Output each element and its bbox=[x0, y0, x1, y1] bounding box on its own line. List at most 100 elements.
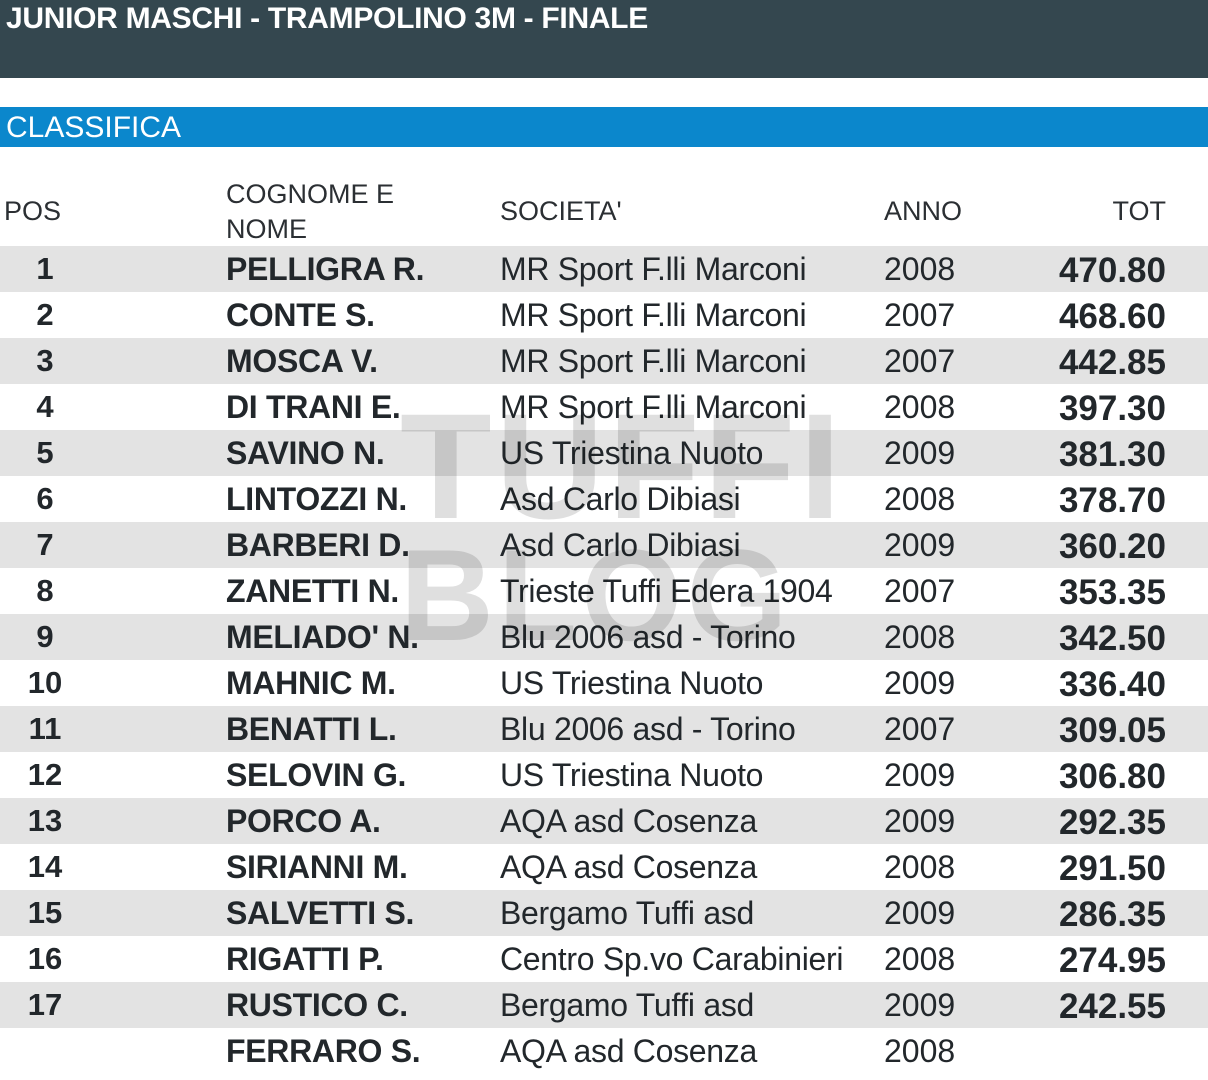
societa-cell: US Triestina Nuoto bbox=[500, 435, 764, 471]
column-header-name-line1: COGNOME E bbox=[226, 179, 395, 209]
page-title: JUNIOR MASCHI - TRAMPOLINO 3M - FINALE bbox=[6, 2, 648, 35]
table-row: 8 ZANETTI N. Trieste Tuffi Edera 1904 2007 3… bbox=[0, 568, 1208, 614]
anno-cell: 2009 bbox=[884, 527, 956, 563]
table-row: 11 BENATTI L. Blu 2006 asd - Torino 2007 309… bbox=[0, 706, 1208, 752]
tot-cell: 342.50 bbox=[1058, 619, 1166, 658]
societa-cell: MR Sport F.lli Marconi bbox=[500, 389, 807, 425]
column-header-anno: ANNO bbox=[884, 196, 963, 226]
tot-cell: 336.40 bbox=[1058, 665, 1166, 704]
tot-cell: 381.30 bbox=[1058, 435, 1166, 474]
table-row: 7 BARBERI D. Asd Carlo Dibiasi 2009 360.20 bbox=[0, 522, 1208, 568]
table-row: 14 SIRIANNI M. AQA asd Cosenza 2008 291.50 bbox=[0, 844, 1208, 890]
pos-cell: 17 bbox=[27, 987, 63, 1022]
anno-cell: 2009 bbox=[884, 803, 956, 839]
name-cell: PORCO A. bbox=[226, 803, 381, 839]
societa-cell: US Triestina Nuoto bbox=[500, 665, 764, 701]
name-cell: BENATTI L. bbox=[226, 711, 397, 747]
societa-cell: Blu 2006 asd - Torino bbox=[500, 619, 796, 655]
name-cell: MELIADO' N. bbox=[226, 619, 419, 655]
name-cell: CONTE S. bbox=[226, 297, 375, 333]
societa-cell: AQA asd Cosenza bbox=[500, 803, 757, 839]
anno-cell: 2008 bbox=[884, 251, 956, 287]
name-cell: FERRARO S. bbox=[226, 1033, 421, 1069]
societa-cell: Bergamo Tuffi asd bbox=[500, 987, 755, 1023]
name-cell: LINTOZZI N. bbox=[226, 481, 407, 517]
pos-cell: 6 bbox=[36, 481, 54, 516]
anno-cell: 2008 bbox=[884, 941, 956, 977]
societa-cell: US Triestina Nuoto bbox=[500, 757, 764, 793]
societa-cell: Centro Sp.vo Carabinieri bbox=[500, 941, 844, 977]
pos-cell: 4 bbox=[36, 389, 54, 424]
name-cell: RIGATTI P. bbox=[226, 941, 384, 977]
tot-cell bbox=[1000, 1030, 1166, 1076]
anno-cell: 2007 bbox=[884, 297, 956, 333]
anno-cell: 2008 bbox=[884, 619, 956, 655]
results-table: 1 PELLIGRA R. MR Sport F.lli Marconi 2008 47… bbox=[0, 246, 1208, 1074]
pos-cell: 2 bbox=[36, 297, 54, 332]
anno-cell: 2009 bbox=[884, 435, 956, 471]
pos-cell: 8 bbox=[36, 573, 54, 608]
table-row: 13 PORCO A. AQA asd Cosenza 2009 292.35 bbox=[0, 798, 1208, 844]
name-cell: SIRIANNI M. bbox=[226, 849, 408, 885]
anno-cell: 2009 bbox=[884, 757, 956, 793]
column-header-tot: TOT bbox=[1112, 196, 1167, 226]
anno-cell: 2007 bbox=[884, 573, 956, 609]
societa-cell: MR Sport F.lli Marconi bbox=[500, 343, 807, 379]
section-title: CLASSIFICA bbox=[6, 111, 182, 144]
tot-cell: 309.05 bbox=[1058, 711, 1166, 750]
table-row: 10 MAHNIC M. US Triestina Nuoto 2009 336.40 bbox=[0, 660, 1208, 706]
table-row: 16 RIGATTI P. Centro Sp.vo Carabinieri 2008… bbox=[0, 936, 1208, 982]
name-cell: SAVINO N. bbox=[226, 435, 385, 471]
societa-cell: Asd Carlo Dibiasi bbox=[500, 481, 741, 517]
table-row: 12 SELOVIN G. US Triestina Nuoto 2009 306.80 bbox=[0, 752, 1208, 798]
table-row: 9 MELIADO' N. Blu 2006 asd - Torino 2008 342… bbox=[0, 614, 1208, 660]
table-row: 17 RUSTICO C. Bergamo Tuffi asd 2009 242.55 bbox=[0, 982, 1208, 1028]
pos-cell: 15 bbox=[27, 895, 63, 930]
tot-cell: 242.55 bbox=[1058, 987, 1166, 1026]
societa-cell: Trieste Tuffi Edera 1904 bbox=[500, 573, 833, 609]
anno-cell: 2008 bbox=[884, 849, 956, 885]
tot-cell: 470.80 bbox=[1058, 251, 1166, 290]
societa-cell: Asd Carlo Dibiasi bbox=[500, 527, 741, 563]
tot-cell: 353.35 bbox=[1058, 573, 1166, 612]
anno-cell: 2009 bbox=[884, 895, 956, 931]
table-row: 4 DI TRANI E. MR Sport F.lli Marconi 2008 39… bbox=[0, 384, 1208, 430]
name-cell: PELLIGRA R. bbox=[226, 251, 425, 287]
tot-cell: 468.60 bbox=[1058, 297, 1166, 336]
tot-cell: 292.35 bbox=[1058, 803, 1166, 842]
societa-cell: MR Sport F.lli Marconi bbox=[500, 251, 807, 287]
name-cell: SELOVIN G. bbox=[226, 757, 407, 793]
pos-cell: 11 bbox=[28, 711, 62, 746]
name-cell: SALVETTI S. bbox=[226, 895, 415, 931]
name-cell: RUSTICO C. bbox=[226, 987, 408, 1023]
pos-cell: 5 bbox=[36, 435, 54, 470]
table-row: FERRARO S. AQA asd Cosenza 2008 bbox=[0, 1028, 1208, 1074]
anno-cell: 2008 bbox=[884, 1033, 956, 1069]
pos-cell: 16 bbox=[27, 941, 63, 976]
pos-cell: 9 bbox=[36, 619, 54, 654]
section-bar: CLASSIFICA bbox=[0, 107, 1208, 147]
tot-cell: 286.35 bbox=[1058, 895, 1166, 934]
tot-cell: 360.20 bbox=[1058, 527, 1166, 566]
pos-cell: 13 bbox=[27, 803, 63, 838]
name-cell: ZANETTI N. bbox=[226, 573, 399, 609]
tot-cell: 397.30 bbox=[1058, 389, 1166, 428]
column-header-name-line2: NOME bbox=[226, 214, 307, 244]
name-cell: BARBERI D. bbox=[226, 527, 410, 563]
anno-cell: 2007 bbox=[884, 343, 956, 379]
pos-cell: 12 bbox=[27, 757, 63, 792]
societa-cell: MR Sport F.lli Marconi bbox=[500, 297, 807, 333]
anno-cell: 2008 bbox=[884, 481, 956, 517]
tot-cell: 274.95 bbox=[1058, 941, 1166, 980]
table-row: 1 PELLIGRA R. MR Sport F.lli Marconi 2008 47… bbox=[0, 246, 1208, 292]
societa-cell: AQA asd Cosenza bbox=[500, 849, 757, 885]
column-header-pos: POS bbox=[4, 196, 62, 226]
pos-cell: 7 bbox=[36, 527, 54, 562]
header-bar: JUNIOR MASCHI - TRAMPOLINO 3M - FINALE bbox=[0, 0, 1208, 78]
table-row: 2 CONTE S. MR Sport F.lli Marconi 2007 468.6… bbox=[0, 292, 1208, 338]
pos-cell: 1 bbox=[36, 251, 54, 286]
anno-cell: 2009 bbox=[884, 987, 956, 1023]
table-row: 5 SAVINO N. US Triestina Nuoto 2009 381.30 bbox=[0, 430, 1208, 476]
anno-cell: 2008 bbox=[884, 389, 956, 425]
table-row: 3 MOSCA V. MR Sport F.lli Marconi 2007 442.8… bbox=[0, 338, 1208, 384]
